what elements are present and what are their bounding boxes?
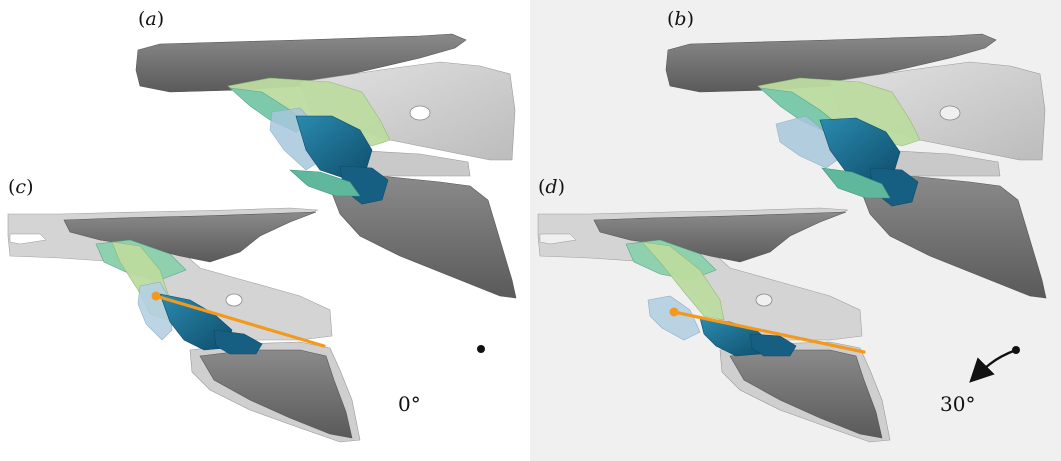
panel-b-label: (b) [667, 8, 695, 30]
panel-d-yellow-green-muscle [641, 241, 725, 321]
panel-d-label: (d) [538, 176, 566, 198]
panel-c-model [7, 207, 361, 443]
curved-arrow-icon [969, 346, 1020, 383]
panel-d-foramen [755, 293, 773, 307]
panel-a-model [135, 33, 517, 299]
panel-d-dark-upper [593, 211, 847, 263]
panel-b-upper-dark-bone [665, 33, 997, 93]
panel-b-letter: b [674, 8, 687, 30]
panel-c-light-notch [9, 233, 47, 245]
panel-d-light-notch [539, 233, 577, 245]
panel-d-letter: d [545, 176, 558, 198]
angle-label-30: 30° [940, 392, 976, 416]
panel-c-orange-endpoint [151, 291, 161, 301]
panel-b-foramen [939, 105, 961, 121]
panel-c-dark-blue-muscle [213, 329, 263, 355]
panel-d-orange-endpoint [669, 307, 679, 317]
panel-c-orange-line [154, 294, 326, 348]
dot-icon [477, 345, 485, 353]
panel-d-lower-dark-jaw [729, 349, 883, 439]
panel-d-model [537, 207, 891, 443]
panel-b-teal-lower [821, 167, 891, 199]
panel-a-foramen [409, 105, 431, 121]
panel-c-dark-upper [63, 211, 317, 263]
panel-d-dark-blue-muscle [749, 333, 797, 357]
panel-a-upper-dark-bone [135, 33, 467, 93]
panel-b-lower-dark-bone [859, 175, 1047, 299]
panel-d-light-blue-muscle [647, 295, 701, 341]
panel-a-lower-dark-bone [329, 175, 517, 299]
panel-c-foramen [225, 293, 243, 307]
panel-a-letter: a [145, 8, 157, 30]
panel-c-letter: c [15, 176, 27, 198]
panel-a-label: (a) [138, 8, 165, 30]
panel-a-teal-lower [289, 169, 361, 197]
angle-label-0: 0° [398, 392, 421, 416]
panel-b-model [665, 33, 1047, 299]
panel-c-label: (c) [8, 176, 34, 198]
panel-d-orange-line [672, 310, 866, 354]
panel-b-light-blue-muscle [775, 115, 841, 169]
panel-c-lower-dark-jaw [199, 349, 353, 439]
